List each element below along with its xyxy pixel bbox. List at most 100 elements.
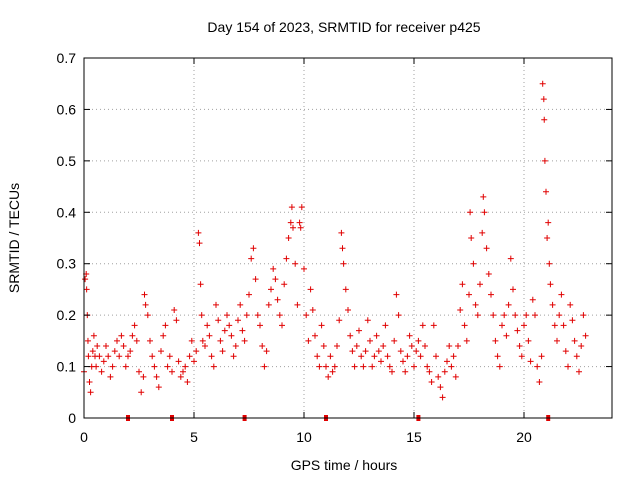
data-point [516,343,523,349]
data-point [180,368,186,375]
data-point [507,255,514,262]
data-point [540,96,547,103]
data-point [408,343,415,349]
data-point [349,348,356,355]
data-point [111,348,118,355]
data-point [380,343,387,349]
data-point [221,327,228,334]
data-point [228,332,235,339]
data-point [186,353,193,360]
data-point [204,322,211,329]
data-point [287,219,294,226]
data-point [215,317,222,324]
data-point [173,317,180,324]
data-point [539,80,546,87]
data-point [342,286,349,293]
data-point [334,343,340,349]
data-point [175,358,182,365]
data-point [164,363,171,370]
data-point [488,291,494,298]
data-point [347,332,354,339]
data-point [455,343,461,349]
data-point [339,245,346,252]
x-tick-label: 15 [406,429,422,445]
data-point [545,219,552,226]
data-point [514,327,521,334]
data-point [378,358,384,365]
data-point [144,312,151,319]
data-point [265,301,272,308]
data-point [158,348,164,355]
data-point [569,317,576,324]
data-point [195,229,202,236]
data-point [198,312,205,319]
data-point [114,337,120,344]
data-point [160,332,167,339]
data-point [356,327,362,334]
data-point [283,255,290,262]
data-point [107,373,114,380]
data-point [232,343,239,349]
data-point [371,353,378,360]
data-point [305,337,312,344]
data-point [131,322,138,329]
data-point [459,281,466,288]
data-point [419,322,426,329]
data-point [417,353,424,360]
data-point [129,332,136,339]
data-point [329,368,336,375]
data-point [395,312,402,319]
data-point [483,245,490,252]
data-point [147,337,153,344]
data-point [285,235,292,241]
data-point [96,353,103,360]
data-point [406,332,413,339]
data-point [544,235,551,241]
data-point [362,348,369,355]
data-point [98,368,105,375]
data-point [127,348,134,355]
data-point [103,343,109,349]
data-point [166,353,173,360]
data-point [149,353,156,360]
data-point [136,368,142,375]
data-point [422,343,428,349]
data-point [582,332,589,339]
data-point [457,307,464,313]
data-point [257,322,263,329]
data-point [239,327,246,334]
data-point [196,240,203,247]
data-point [538,353,545,360]
data-point [298,204,305,211]
data-point [546,260,553,267]
x-tick-labels: 0 5 10 15 20 [80,429,532,445]
data-point [485,271,492,277]
data-point [272,276,279,283]
data-point [562,348,569,355]
data-point [415,337,422,344]
y-axis-label: SRMTID / TECUs [6,183,22,293]
data-point [125,353,131,360]
data-point [367,337,373,344]
data-point [254,312,261,319]
data-point [325,373,332,380]
chart-title: Day 154 of 2023, SRMTID for receiver p42… [207,19,480,35]
data-point [235,317,241,324]
y-tick-label: 0.1 [57,359,77,375]
data-point [133,337,140,344]
data-point [565,363,571,370]
data-point [472,301,479,308]
x-tick-label: 20 [516,429,532,445]
data-point [384,353,391,360]
data-point [109,363,116,370]
data-point [466,291,472,298]
data-point [556,312,563,319]
data-point [536,379,543,385]
data-point [345,307,351,313]
data-point [573,353,580,360]
data-point [547,281,554,288]
data-point [263,348,270,355]
data-point [309,307,316,313]
data-point [441,368,448,375]
